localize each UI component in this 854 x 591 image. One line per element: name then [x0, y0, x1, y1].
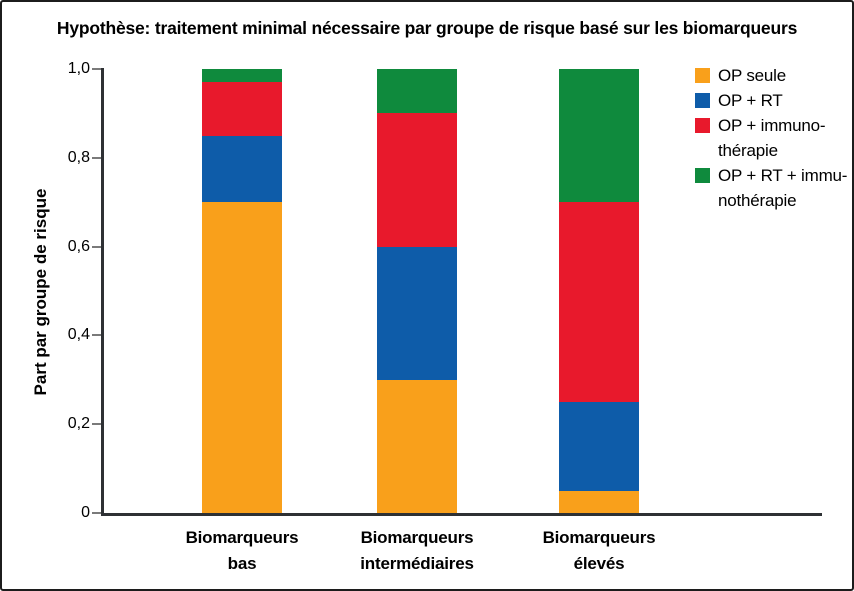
x-category-label: Biomarqueurs élevés	[542, 528, 656, 573]
legend-label: OP + RT + immu-	[718, 165, 848, 185]
legend-label: OP + immuno-	[718, 115, 826, 135]
bar-segment-1	[202, 82, 282, 136]
y-tick-label: 0,2	[67, 415, 90, 433]
x-axis-line	[101, 513, 822, 516]
y-tick	[92, 512, 101, 514]
legend-spacer	[695, 143, 710, 158]
bar-segment-1	[202, 69, 282, 83]
bar-segment-1	[202, 135, 282, 203]
legend-row: nothérapie	[695, 188, 847, 213]
bar-segment-2	[377, 113, 457, 247]
legend-swatch	[695, 118, 710, 133]
x-category-label: Biomarqueurs intermédiaires	[360, 528, 474, 573]
y-tick	[92, 423, 101, 426]
legend-swatch	[695, 93, 710, 108]
bar-segment-3	[559, 202, 639, 402]
y-tick	[92, 68, 101, 70]
legend-row: thérapie	[695, 138, 847, 163]
legend-row: OP + immuno-	[695, 113, 847, 138]
legend: OP seule OP + RT OP + immuno-thérapie OP + …	[695, 63, 847, 213]
bar-segment-2	[377, 69, 457, 114]
bar-segment-3	[559, 490, 639, 513]
y-axis-label: Part par groupe de risque	[31, 188, 50, 396]
x-category-label: Biomarqueurs bas	[185, 528, 299, 573]
legend-label: OP + RT	[718, 90, 783, 110]
y-tick	[92, 245, 101, 248]
legend-swatch	[695, 68, 710, 83]
y-axis-line	[101, 68, 104, 516]
legend-row: OP + RT	[695, 88, 847, 113]
y-tick	[92, 156, 101, 159]
y-tick-label: 0	[81, 504, 90, 521]
bar-segment-3	[559, 69, 639, 203]
bar-segment-1	[202, 202, 282, 513]
legend-swatch	[695, 168, 710, 183]
y-tick-label: 0,6	[67, 237, 90, 255]
chart-title: Hypothèse: traitement minimal nécessaire…	[56, 18, 798, 38]
y-tick-label: 0,8	[67, 148, 90, 166]
legend-label: thérapie	[718, 140, 778, 160]
y-tick-label: 1,0	[67, 60, 90, 77]
y-tick-label: 0,4	[67, 326, 90, 344]
legend-row: OP seule	[695, 63, 847, 88]
bar-segment-2	[377, 379, 457, 513]
legend-row: OP + RT + immu-	[695, 163, 847, 188]
legend-label: OP seule	[718, 65, 787, 85]
bar-segment-3	[559, 402, 639, 491]
legend-label: nothérapie	[718, 190, 797, 210]
y-tick	[92, 334, 101, 337]
legend-spacer	[695, 193, 710, 208]
bar-segment-2	[377, 246, 457, 380]
